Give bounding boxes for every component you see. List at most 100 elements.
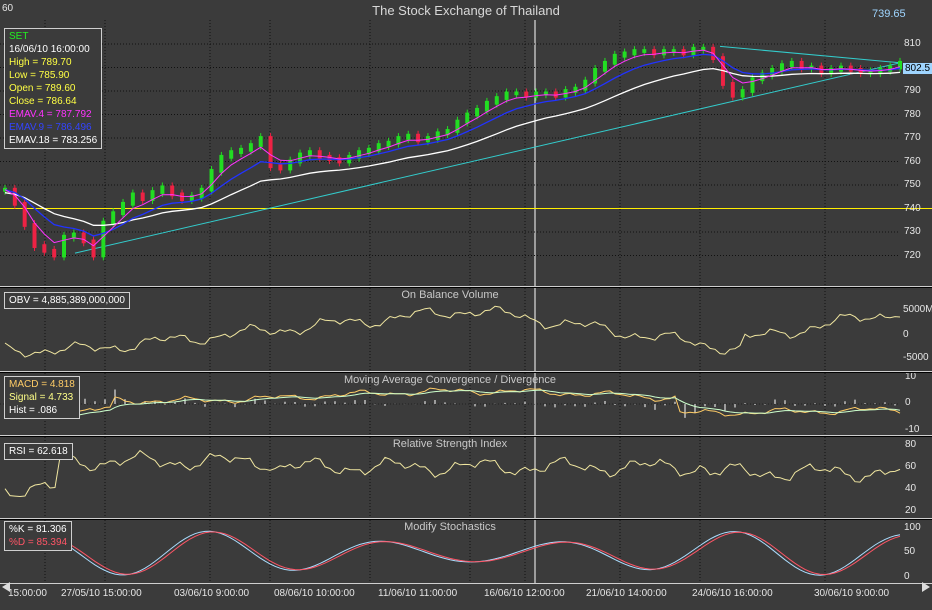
rsi-panel[interactable]: Relative Strength Index RSI = 62.618 80 6… bbox=[0, 437, 932, 519]
candle-up bbox=[593, 67, 598, 84]
price-y-tick: 810 bbox=[904, 38, 921, 49]
candle-up bbox=[661, 49, 666, 56]
time-axis[interactable] bbox=[0, 584, 932, 610]
candle-up bbox=[868, 70, 873, 75]
candle-down bbox=[22, 201, 27, 227]
candle-up bbox=[455, 119, 460, 133]
price-y-tick: 780 bbox=[904, 108, 921, 120]
stoch-title: Modify Stochastics bbox=[404, 521, 496, 533]
ema18-line bbox=[4, 67, 901, 226]
candle-up bbox=[445, 129, 450, 136]
ema4-line bbox=[4, 49, 901, 247]
macd-y-tick: -10 bbox=[905, 424, 920, 435]
candle-down bbox=[268, 136, 273, 169]
candle-up bbox=[829, 67, 834, 75]
macd-chart[interactable] bbox=[0, 373, 932, 436]
stoch-y-tick: 50 bbox=[904, 546, 916, 557]
candle-up bbox=[160, 185, 165, 194]
time-axis-label: 24/06/10 16:00:00 bbox=[692, 588, 773, 599]
candle-up bbox=[602, 60, 607, 72]
candle-up bbox=[121, 201, 126, 216]
candle-up bbox=[701, 46, 706, 51]
price-y-tick: 750 bbox=[904, 179, 921, 190]
stoch-k: %K = 81.306 bbox=[9, 524, 67, 535]
price-y-tick: 720 bbox=[904, 249, 921, 261]
candle-down bbox=[652, 49, 657, 56]
candle-up bbox=[789, 60, 794, 68]
candle-up bbox=[435, 131, 440, 140]
candle-down bbox=[12, 187, 17, 206]
candle-down bbox=[52, 248, 57, 258]
trendline-support bbox=[74, 62, 901, 254]
rsi-chart[interactable] bbox=[0, 437, 932, 519]
candle-up bbox=[111, 211, 116, 225]
candle-up bbox=[248, 143, 253, 152]
candle-up bbox=[62, 234, 67, 258]
info-ema4: EMAV.4 = 787.792 bbox=[9, 109, 92, 120]
time-axis-label: 08/06/10 10:00:00 bbox=[274, 588, 355, 599]
obv-panel[interactable]: On Balance Volume OBV = 4,885,389,000,00… bbox=[0, 288, 932, 372]
candle-up bbox=[71, 232, 76, 239]
corner-value: 739.65 bbox=[872, 8, 906, 20]
candle-up bbox=[258, 136, 263, 147]
candle-down bbox=[140, 192, 145, 201]
rsi-y-tick: 40 bbox=[905, 483, 917, 494]
candle-up bbox=[406, 133, 411, 140]
candle-up bbox=[150, 190, 155, 201]
info-open: Open = 789.60 bbox=[9, 83, 76, 94]
macd-panel[interactable]: Moving Average Convergence / Divergence … bbox=[0, 373, 932, 436]
candle-down bbox=[170, 185, 175, 197]
price-y-tick: 760 bbox=[904, 155, 921, 167]
price-y-tick: 740 bbox=[904, 202, 921, 214]
candle-up bbox=[770, 67, 775, 77]
candle-up bbox=[130, 192, 135, 206]
stoch-y-tick: 100 bbox=[904, 522, 921, 533]
obv-y-tick: 0 bbox=[903, 329, 909, 340]
scroll-right-icon[interactable] bbox=[922, 582, 930, 592]
candle-down bbox=[32, 223, 37, 248]
rsi-y-tick: 80 bbox=[905, 439, 917, 450]
rsi-line bbox=[4, 449, 901, 498]
info-symbol: SET bbox=[9, 31, 29, 42]
scroll-left-icon[interactable] bbox=[2, 582, 10, 592]
time-axis-label: 03/06/10 9:00:00 bbox=[174, 588, 250, 599]
candle-down bbox=[848, 65, 853, 72]
candle-up bbox=[534, 91, 539, 98]
obv-line bbox=[4, 305, 901, 358]
trendline-resistance bbox=[719, 45, 901, 64]
price-y-tick: 790 bbox=[904, 85, 921, 96]
candle-down bbox=[91, 239, 96, 258]
macd-y-tick: 0 bbox=[905, 397, 911, 408]
time-axis-label: 11/06/10 11:00:00 bbox=[378, 588, 458, 599]
stoch-y-tick: 0 bbox=[904, 571, 910, 582]
price-chart[interactable] bbox=[0, 20, 932, 287]
price-y-tick: 770 bbox=[904, 132, 921, 143]
candle-up bbox=[396, 136, 401, 145]
stoch-k-line bbox=[4, 530, 901, 576]
candle-down bbox=[416, 133, 421, 143]
info-high: High = 789.70 bbox=[9, 57, 72, 68]
candle-up bbox=[750, 77, 755, 93]
candle-down bbox=[81, 232, 86, 244]
stoch-chart[interactable] bbox=[0, 520, 932, 584]
time-axis-label: 27/05/10 15:00:00 bbox=[61, 588, 142, 599]
candle-up bbox=[612, 53, 617, 65]
candle-up bbox=[484, 100, 489, 112]
chart-code: 60 bbox=[2, 3, 14, 14]
obv-chart[interactable] bbox=[0, 288, 932, 372]
stoch-panel[interactable]: Modify Stochastics %K = 81.306 %D = 85.3… bbox=[0, 520, 932, 584]
macd-value: MACD = 4.818 bbox=[9, 379, 75, 390]
candle-up bbox=[366, 147, 371, 154]
candle-up bbox=[209, 169, 214, 192]
signal-line bbox=[4, 389, 901, 419]
candle-up bbox=[632, 49, 637, 56]
info-datetime: 16/06/10 16:00:00 bbox=[9, 44, 90, 55]
candle-down bbox=[327, 154, 332, 162]
time-axis-label: 30/06/10 9:00:00 bbox=[814, 588, 890, 599]
price-y-tick: 730 bbox=[904, 226, 921, 237]
last-price-badge: 802.5 bbox=[903, 63, 932, 74]
price-panel[interactable]: SET 16/06/10 16:00:00 High = 789.70 Low … bbox=[0, 20, 932, 287]
macd-info-box: MACD = 4.818 Signal = 4.733 Hist = .086 bbox=[4, 376, 80, 419]
stoch-d-line bbox=[4, 531, 901, 576]
candle-up bbox=[189, 194, 194, 201]
